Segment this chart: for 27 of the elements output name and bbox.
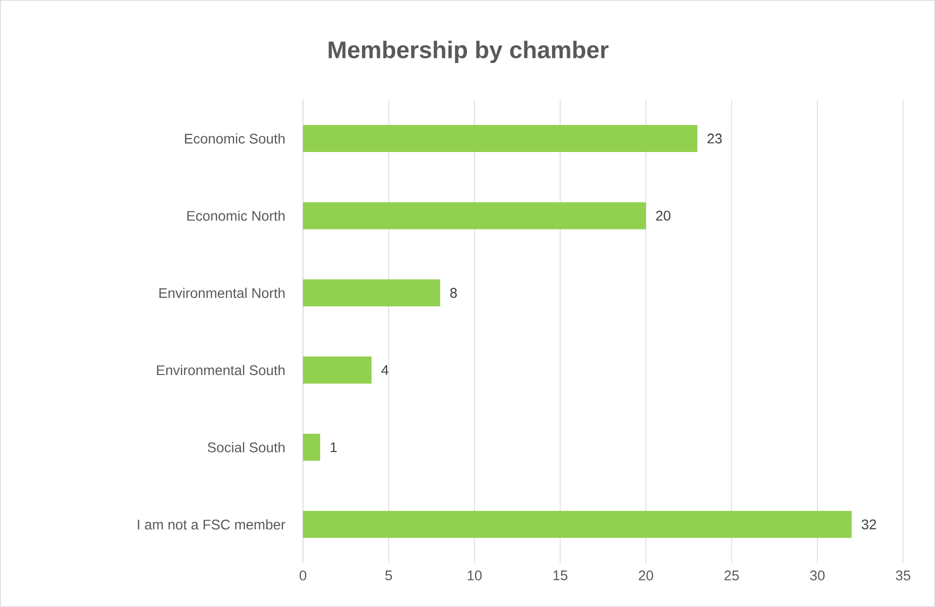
bar (302, 510, 852, 538)
data-label: 1 (330, 442, 337, 452)
y-tick-label: Environmental South (157, 364, 285, 376)
data-label: 23 (708, 134, 722, 144)
data-label: 4 (381, 365, 388, 375)
chart-title: Membership by chamber (328, 40, 608, 64)
y-tick-label: Economic South (185, 133, 285, 144)
x-tick-label: 35 (896, 570, 910, 580)
x-tick-label: 30 (810, 570, 825, 580)
bar (302, 434, 320, 461)
data-label: 8 (450, 288, 457, 298)
bar (302, 125, 698, 152)
x-tick-label: 5 (385, 570, 392, 580)
x-tick-label: 10 (468, 570, 482, 580)
x-tick-label: 25 (724, 570, 739, 580)
data-label: 20 (656, 210, 670, 221)
bar (302, 202, 646, 230)
x-tick-label: 15 (553, 570, 568, 580)
bar (302, 279, 440, 306)
y-tick-label: Social South (208, 442, 285, 452)
y-tick-label: I am not a FSC member (138, 519, 286, 530)
x-tick-label: 20 (638, 570, 654, 580)
data-label: 32 (862, 520, 876, 530)
x-tick-label: 0 (300, 570, 306, 580)
y-tick-label: Environmental North (159, 288, 285, 298)
y-tick-label: Economic North (187, 210, 285, 221)
bar (302, 356, 372, 384)
